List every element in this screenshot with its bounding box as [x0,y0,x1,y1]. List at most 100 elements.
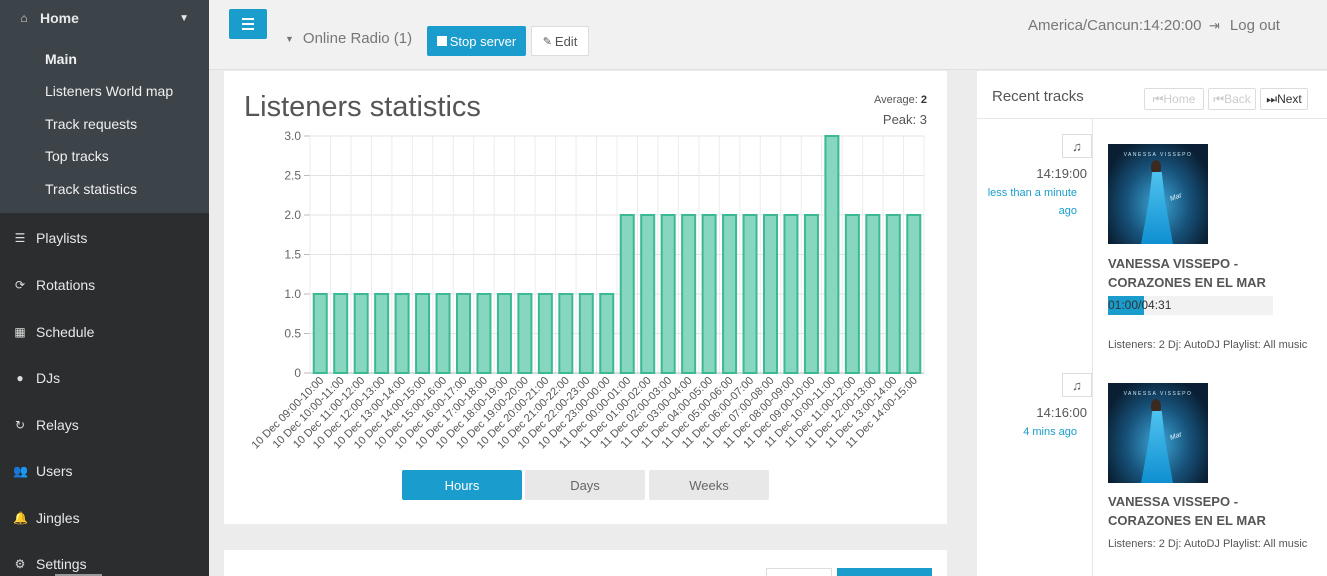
secondary-panel-primary-button[interactable] [837,568,932,576]
recent-tracks-title: Recent tracks [992,88,1084,105]
sidebar-item-djs[interactable]: ● DJs [0,368,209,388]
track-time: 14:19:00 [1036,166,1087,181]
chart-bar [885,214,901,374]
home-icon: ⌂ [20,11,28,25]
cover-signature: Mar [1169,192,1183,203]
step-backward-icon: ⏮ [1213,91,1225,106]
recent-next-button[interactable]: ⏭ Next [1260,88,1308,110]
track-time: 14:16:00 [1036,405,1087,420]
radio-selector-dropdown[interactable]: ▼ Online Radio (1) [285,30,412,47]
cover-artist-text: VANESSA VISSEPO [1123,391,1193,397]
sidebar-item-schedule[interactable]: ▦ Schedule [0,322,209,342]
y-tick-label: 0 [294,366,301,380]
chart-bar [435,293,451,374]
recent-home-button[interactable]: ⏮ Home [1144,88,1204,110]
menu-toggle-button[interactable] [229,9,267,39]
chart-bar [619,214,635,374]
album-cover[interactable]: VANESSA VISSEPO Mar [1108,144,1208,244]
secondary-panel-button[interactable] [766,568,832,576]
listeners-bar-chart: 00.51.01.52.02.53.010 Dec 09:00-10:0010 … [250,129,925,451]
chevron-down-icon: ▼ [179,12,189,24]
timeline-line [1092,119,1093,576]
chart-bar [312,293,328,374]
bell-icon: 🔔 [13,511,28,525]
range-days-button[interactable]: Days [525,470,645,500]
chart-bar [865,214,881,374]
y-tick-label: 2.5 [284,169,301,183]
sidebar-item-playlists[interactable]: ☰ Playlists [0,228,209,248]
cover-signature: Mar [1169,431,1183,442]
range-hours-button[interactable]: Hours [402,470,522,500]
relay-icon: ↻ [14,418,26,432]
sidebar-item-label: DJs [36,370,61,386]
y-tick-label: 3.0 [284,129,301,143]
secondary-panel [224,550,947,576]
edit-button[interactable]: ✎ Edit [531,26,589,56]
recent-back-button[interactable]: ⏮ Back [1208,88,1256,110]
sidebar-item-home[interactable]: ⌂ Home ▼ [0,8,209,28]
music-icon: ♫ [1062,134,1092,158]
track-ago: less than a minute ago [987,187,1077,217]
sidebar: ⌂ Home ▼ Main Listeners World map Track … [0,0,209,576]
chart-bar [353,293,369,374]
sidebar-item-label: Playlists [36,230,88,246]
average-label: Average: [873,94,918,106]
chart-bar [496,293,512,374]
sidebar-item-label: Settings [36,556,87,572]
sidebar-item-label: Schedule [36,324,95,340]
range-weeks-button[interactable]: Weeks [649,470,769,500]
sidebar-item-relays[interactable]: ↻ Relays [0,415,209,435]
sidebar-item-label: Users [36,463,73,479]
chart-bar [742,214,758,374]
chart-bar [333,293,349,374]
sidebar-item-main[interactable]: Main [45,51,77,67]
logout-label: Log out [1229,17,1280,34]
chart-bar [783,214,799,374]
stop-icon [436,36,447,46]
sidebar-home-label: Home [40,10,79,26]
logout-link[interactable]: ⇥ Log out [1209,17,1280,34]
album-cover[interactable]: VANESSA VISSEPO Mar [1108,383,1208,483]
sidebar-item-top-tracks[interactable]: Top tracks [45,148,109,164]
edit-icon: ✎ [542,35,552,48]
chart-bar [844,214,860,374]
page-title: Listeners statistics [244,91,481,123]
recent-tracks-header: Recent tracks ⏮ Home ⏮ Back ⏭ Next [977,71,1327,119]
y-tick-label: 0.5 [284,327,301,341]
horizontal-scrollbar[interactable] [55,574,102,576]
hamburger-icon [242,18,254,20]
sidebar-item-settings[interactable]: ⚙ Settings [0,554,209,574]
cover-artist-text: VANESSA VISSEPO [1123,152,1193,158]
sidebar-item-jingles[interactable]: 🔔 Jingles [0,508,209,528]
sidebar-item-track-requests[interactable]: Track requests [45,116,138,132]
chart-bar [374,293,390,374]
chart-bar [578,293,594,374]
gear-icon: ⚙ [14,557,26,571]
sidebar-item-users[interactable]: 👥 Users [0,461,209,481]
y-tick-label: 2.0 [284,208,301,222]
chart-bar [701,214,717,374]
chart-bar [394,293,410,374]
sidebar-item-label: Rotations [36,277,96,293]
chart-bar [517,293,533,374]
stop-server-label: Stop server [449,33,517,49]
sidebar-item-rotations[interactable]: ⟳ Rotations [0,275,209,295]
chart-bar [599,293,615,374]
sidebar-item-label: Jingles [36,510,80,526]
sidebar-item-listeners-world-map[interactable]: Listeners World map [45,83,174,99]
radio-selector-label: Online Radio (1) [302,30,413,47]
track-info: Listeners: 2 Dj: AutoDJ Playlist: All mu… [1108,339,1308,351]
chart-bar [660,214,676,374]
step-forward-icon: ⏭ [1266,91,1278,106]
chart-bar [803,214,819,374]
track-ago: 4 mins ago [1023,426,1077,438]
chart-bar [681,214,697,374]
timezone-clock: America/Cancun:14:20:00 [1028,17,1202,34]
track-title: VANESSA VISSEPO - CORAZONES EN EL MAR [1108,256,1266,290]
chart-bar [906,214,922,374]
chart-bar [537,293,553,374]
sidebar-item-track-statistics[interactable]: Track statistics [45,181,138,197]
stop-server-button[interactable]: Stop server [427,26,526,56]
sidebar-home-section [0,0,209,213]
caret-down-icon: ▼ [285,33,294,44]
